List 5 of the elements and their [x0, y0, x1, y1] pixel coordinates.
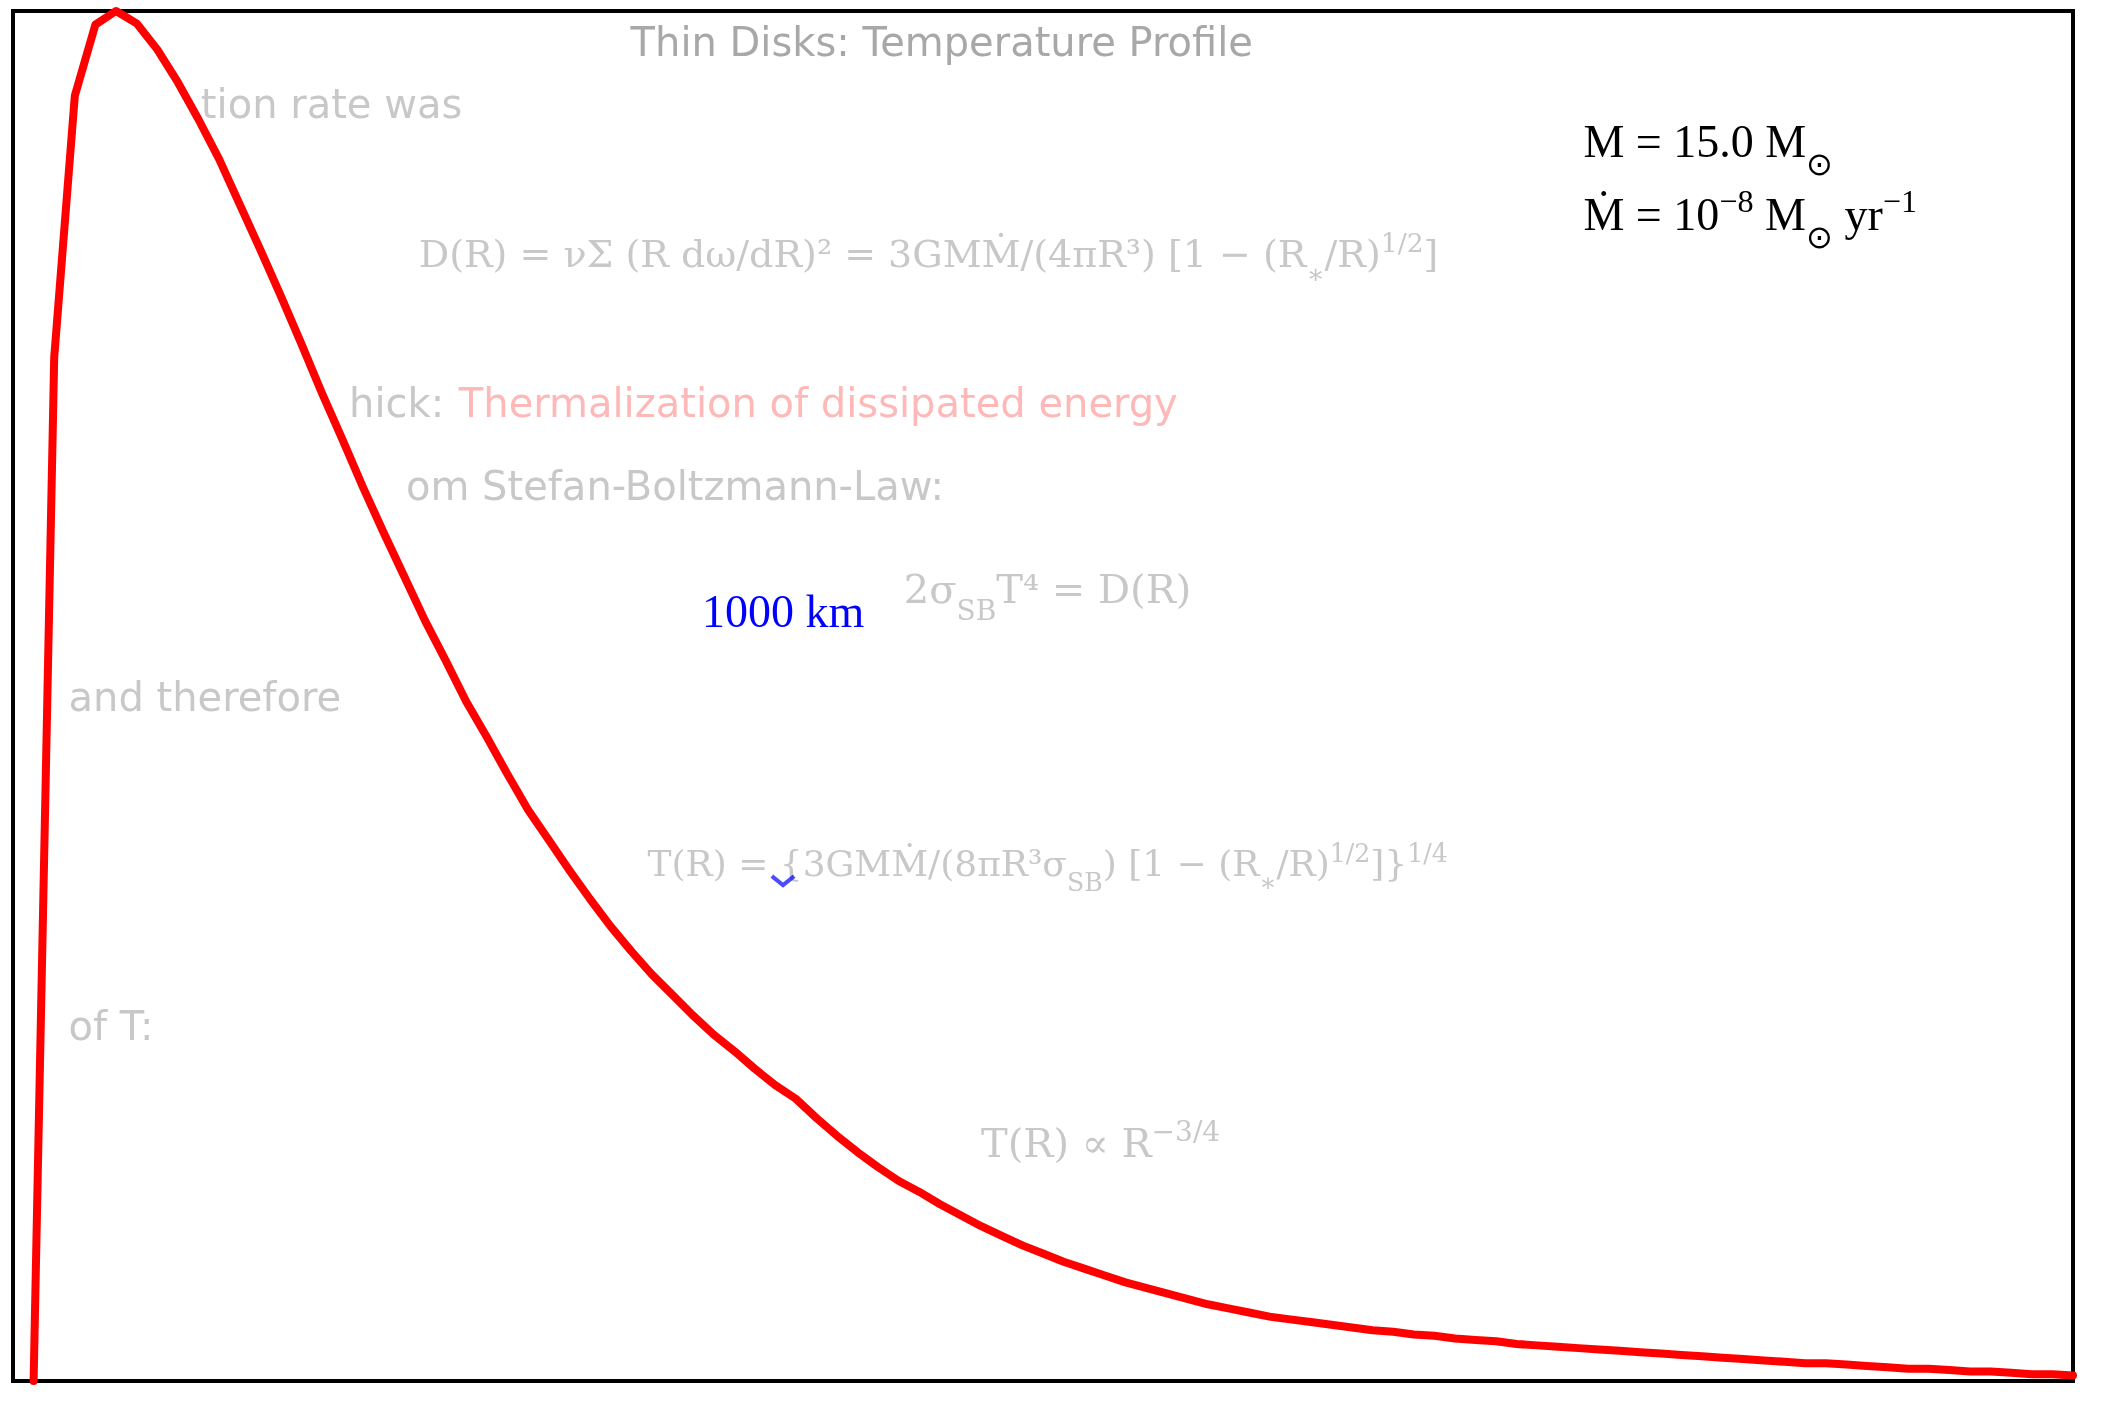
annotation: Thermalization of dissipated energy	[457, 380, 1178, 427]
annotation: Thin Disks: Temperature Profile	[629, 19, 1253, 66]
annotation: 1000 km	[701, 586, 865, 638]
annotation: Ṁ = 10$^{−8}$ M$_{⊙}$ yr$^{−1}$	[1583, 183, 1918, 256]
annotation: M = 15.0 M$_{⊙}$	[1583, 116, 1834, 183]
